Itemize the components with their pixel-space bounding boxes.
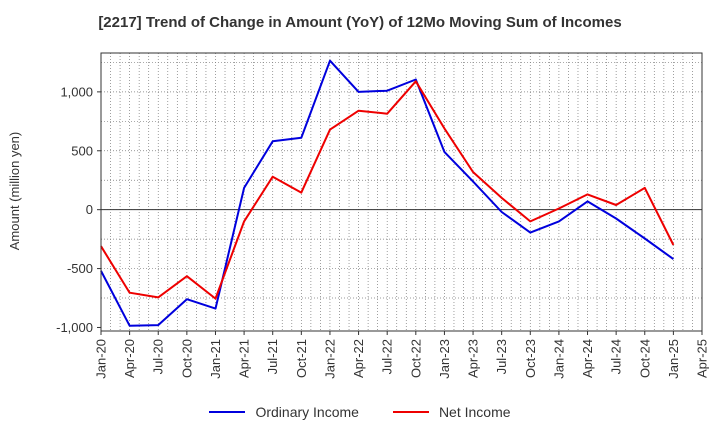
- x-tick-label: Oct-21: [294, 339, 309, 378]
- legend-label-ordinary-income: Ordinary Income: [255, 404, 359, 420]
- legend-swatch-ordinary-income: [209, 411, 246, 413]
- legend-swatch-net-income: [392, 411, 429, 413]
- series-line-ordinary-income: [100, 59, 674, 327]
- x-tick-label: Oct-22: [408, 339, 423, 378]
- y-tick-label: -500: [67, 261, 93, 276]
- y-axis-ticks: -1,000 -500 0 500 1,000: [56, 84, 101, 335]
- x-tick-label: Oct-24: [637, 339, 652, 378]
- x-tick-label: Oct-23: [523, 339, 538, 378]
- chart-title: [2217] Trend of Change in Amount (YoY) o…: [98, 14, 622, 31]
- series-line-net-income: [100, 80, 675, 300]
- x-tick-label: Apr-25: [695, 339, 710, 378]
- y-tick-label: -1,000: [56, 320, 93, 335]
- x-tick-label: Jul-21: [265, 339, 280, 374]
- legend-item-ordinary-income: Ordinary Income: [209, 404, 359, 420]
- x-tick-label: Jan-23: [437, 339, 452, 379]
- x-tick-label: Apr-21: [237, 339, 252, 378]
- x-tick-label: Jul-22: [380, 339, 395, 374]
- x-tick-label: Oct-20: [179, 339, 194, 378]
- y-tick-label: 500: [71, 143, 93, 158]
- x-tick-label: Apr-23: [466, 339, 481, 378]
- series-lines: [100, 59, 675, 327]
- x-tick-label: Jul-23: [494, 339, 509, 374]
- x-tick-label: Jan-22: [322, 339, 337, 379]
- x-tick-label: Jan-20: [94, 339, 109, 379]
- x-tick-label: Jan-25: [666, 339, 681, 379]
- x-tick-label: Apr-24: [580, 339, 595, 378]
- plot-frame: [100, 52, 703, 332]
- y-tick-label: 1,000: [60, 84, 93, 99]
- grid: [101, 53, 702, 331]
- x-tick-label: Jan-24: [551, 339, 566, 379]
- x-tick-label: Jan-21: [208, 339, 223, 379]
- x-axis-ticks: Jan-20 Apr-20 Jul-20 Oct-20 Jan-21 Apr-21 Jul-…: [94, 331, 710, 379]
- legend-item-net-income: Net Income: [392, 404, 511, 420]
- legend-label-net-income: Net Income: [438, 404, 511, 420]
- legend: Ordinary Income Net Income: [0, 404, 720, 420]
- x-tick-label: Jul-20: [151, 339, 166, 374]
- x-tick-label: Apr-20: [122, 339, 137, 378]
- y-tick-label: 0: [86, 202, 93, 217]
- y-axis-label: Amount (million yen): [7, 132, 22, 251]
- x-tick-label: Apr-22: [351, 339, 366, 378]
- x-tick-label: Jul-24: [609, 339, 624, 374]
